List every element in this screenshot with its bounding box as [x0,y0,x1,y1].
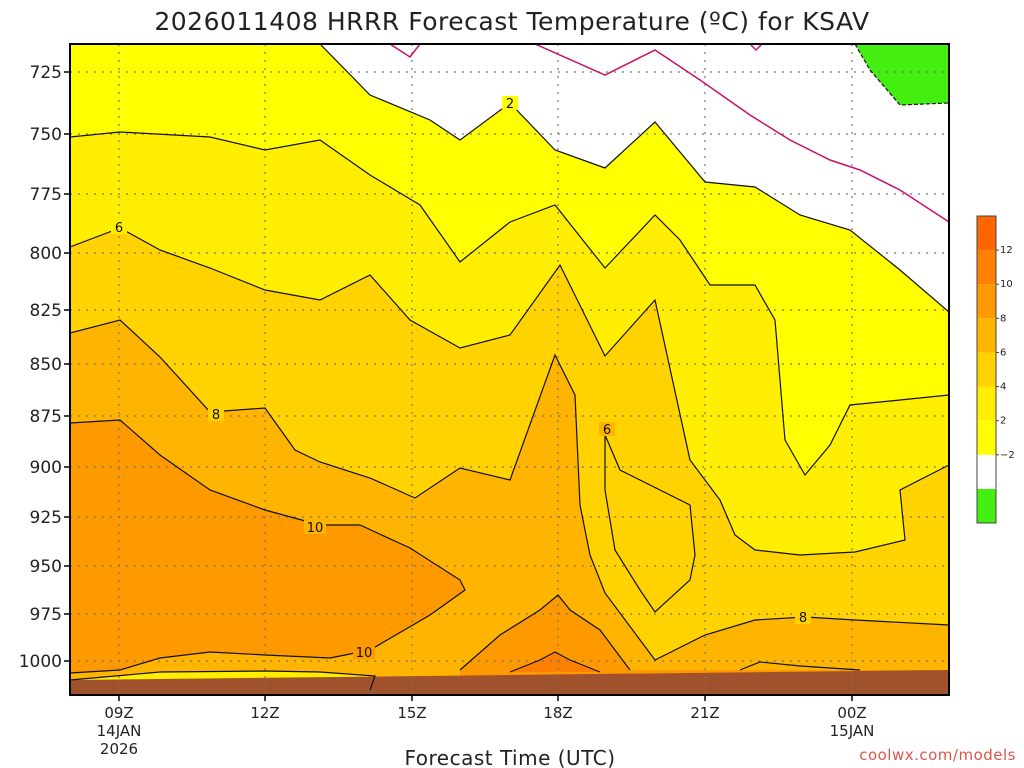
colorbar-swatch [977,216,996,251]
colorbar-swatch [977,284,996,319]
colorbar-swatch [977,488,996,523]
band-2-near-zero [320,44,949,312]
contour-0-c [749,44,763,52]
contour-2 [319,44,949,313]
colorbar-swatch [977,318,996,353]
colorbar-label: −2 [1000,450,1015,461]
chart-title: 2026011408 HRRR Forecast Temperature (ºC… [154,7,869,36]
x-tick-label: 09Z [104,704,133,722]
contour-6 [70,227,949,556]
zero-degree-isotherm [389,44,949,223]
band-4-6 [70,132,949,555]
contour-label-8: 8 [212,408,220,423]
contour-label-2: 2 [506,97,514,112]
x-tick-year: 2026 [100,740,138,758]
contour-labels: 2 6 8 10 10 6 8 [111,96,811,661]
band-minus2-2 [535,44,949,222]
y-tick-label: 900 [30,458,62,478]
contour-6-surface [70,670,376,691]
temperature-fill-bands [70,44,949,695]
band-10-12 [70,420,465,673]
colorbar-swatch [977,420,996,455]
ground-surface [70,670,949,695]
y-tick-label: 950 [30,557,62,577]
contour-10 [70,419,466,674]
y-tick-label: 975 [30,605,62,625]
colorbar-swatch [977,352,996,387]
y-tick-label: 875 [30,407,62,427]
x-axis-title: Forecast Time (UTC) [404,746,615,768]
y-tick-label: 925 [30,508,62,528]
x-tick-label: 00Z [837,704,866,722]
colorbar-swatch [977,250,996,285]
colorbar: 12 10 8 6 4 2 −2 [976,215,1015,524]
colorbar-label: 4 [1000,382,1006,393]
contour-0-b [534,44,949,223]
contour-8 [70,319,949,661]
colorbar-swatch [977,386,996,421]
contour-10-small [739,661,861,671]
credit-text: coolwx.com/models [859,746,1016,764]
y-axis: 725 750 775 800 825 850 875 900 925 950 975 1000 [19,63,70,672]
colorbar-label: 2 [1000,416,1006,427]
y-tick-label: 775 [30,185,62,205]
y-tick-label: 800 [30,244,62,264]
band-12-14 [510,652,600,672]
colorbar-label: 6 [1000,347,1006,358]
contour-label-6-pocket: 6 [603,423,611,438]
contour-12 [509,651,601,673]
contour-label-10: 10 [307,521,324,536]
y-tick-label: 850 [30,355,62,375]
contour-0-a [389,44,421,59]
band-6-8 [70,228,949,660]
x-tick-label: 18Z [543,704,572,722]
colorbar-swatch [977,454,996,489]
y-tick-label: 725 [30,63,62,83]
y-tick-label: 750 [30,125,62,145]
x-tick-label: 15Z [397,704,426,722]
colorbar-label: 8 [1000,313,1006,324]
y-tick-label: 825 [30,301,62,321]
contour-6-pocket [604,434,696,613]
x-tick-label: 21Z [690,704,719,722]
contour-minus2 [854,44,949,106]
band-below-minus2 [855,44,949,105]
x-tick-date: 14JAN [97,722,142,740]
colorbar-frame [976,215,997,524]
colorbar-label: 10 [1000,279,1013,290]
contour-10-near-surface [459,594,631,671]
x-tick-date: 15JAN [830,722,875,740]
y-tick-label: 1000 [19,652,62,672]
x-tick-label: 12Z [250,704,279,722]
colorbar-label: 12 [1000,245,1013,256]
contour-label-6: 6 [115,221,123,236]
band-6-8-pocket [605,435,695,612]
plot-frame [69,43,950,696]
contour-lines [70,44,949,691]
contour-4 [70,131,949,477]
contour-label-10-low: 10 [356,646,373,661]
contour-label-8-right: 8 [799,611,807,626]
